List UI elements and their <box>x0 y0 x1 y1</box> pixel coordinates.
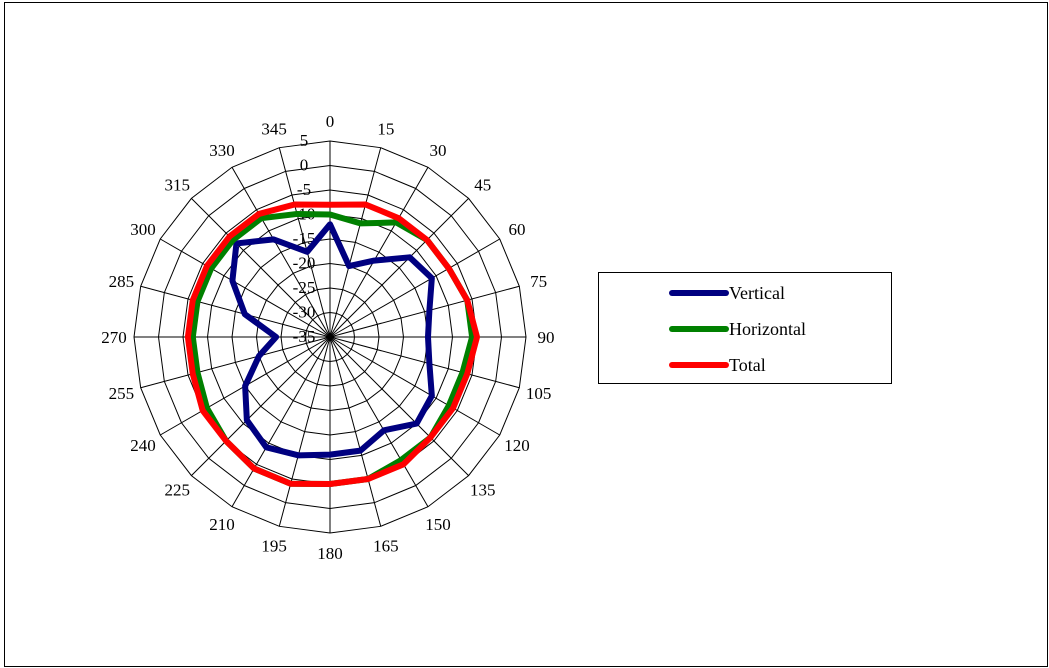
angle-label-45: 45 <box>474 175 491 194</box>
legend-swatch-vertical <box>669 290 729 296</box>
spoke-30 <box>329 167 429 338</box>
series-line-total <box>184 201 480 487</box>
spoke-120 <box>329 336 500 436</box>
legend-label-vertical: Vertical <box>729 282 785 303</box>
spoke-210 <box>231 336 331 507</box>
spoke-105 <box>329 336 520 389</box>
spoke-45 <box>329 198 469 338</box>
spoke-150 <box>329 336 429 507</box>
angle-label-75: 75 <box>530 272 547 291</box>
spoke-135 <box>329 336 469 476</box>
radial-tick-4: -15 <box>293 229 316 248</box>
legend: Vertical Horizontal Total <box>598 272 892 384</box>
legend-item-vertical: Vertical <box>669 281 785 305</box>
radial-tick-5: -20 <box>293 254 316 273</box>
angle-label-300: 300 <box>130 220 156 239</box>
radial-tick-7: -30 <box>293 303 316 322</box>
angle-label-255: 255 <box>109 384 135 403</box>
angle-label-15: 15 <box>377 119 394 138</box>
angle-label-285: 285 <box>109 272 135 291</box>
spoke-15 <box>329 147 382 338</box>
spoke-255 <box>140 336 331 389</box>
angle-label-165: 165 <box>373 537 399 556</box>
angle-label-195: 195 <box>261 537 287 556</box>
angle-label-345: 345 <box>261 119 287 138</box>
angle-label-120: 120 <box>504 436 530 455</box>
legend-swatch-total <box>669 362 729 368</box>
spoke-300 <box>160 238 331 338</box>
angle-label-105: 105 <box>526 384 552 403</box>
angle-label-60: 60 <box>509 220 526 239</box>
legend-swatch-horizontal <box>669 326 729 332</box>
angle-label-150: 150 <box>425 515 451 534</box>
spoke-330 <box>231 167 331 338</box>
spoke-225 <box>191 336 331 476</box>
legend-item-horizontal: Horizontal <box>669 317 806 341</box>
legend-item-total: Total <box>669 353 766 377</box>
angle-label-30: 30 <box>430 141 447 160</box>
radial-tick-6: -25 <box>293 278 316 297</box>
angle-label-225: 225 <box>165 481 191 500</box>
angle-label-270: 270 <box>101 328 127 347</box>
legend-label-total: Total <box>729 354 766 375</box>
legend-label-horizontal: Horizontal <box>729 318 806 339</box>
radial-tick-8: -35 <box>293 327 316 346</box>
angle-label-240: 240 <box>130 436 156 455</box>
radial-tick-1: 0 <box>300 156 309 175</box>
angle-label-135: 135 <box>470 481 496 500</box>
spoke-75 <box>329 285 520 338</box>
angle-label-180: 180 <box>317 544 343 563</box>
spoke-195 <box>278 336 331 527</box>
spoke-315 <box>191 198 331 338</box>
spoke-60 <box>329 238 500 338</box>
spoke-285 <box>140 285 331 338</box>
radial-tick-0: 5 <box>300 131 309 150</box>
spoke-345 <box>278 147 331 338</box>
angle-label-90: 90 <box>538 328 555 347</box>
series-line-vertical <box>229 221 435 459</box>
radial-tick-2: -5 <box>297 180 311 199</box>
angle-label-0: 0 <box>326 112 335 131</box>
spoke-165 <box>329 336 382 527</box>
angle-label-330: 330 <box>209 141 235 160</box>
angle-label-210: 210 <box>209 515 235 534</box>
angle-label-315: 315 <box>165 175 191 194</box>
